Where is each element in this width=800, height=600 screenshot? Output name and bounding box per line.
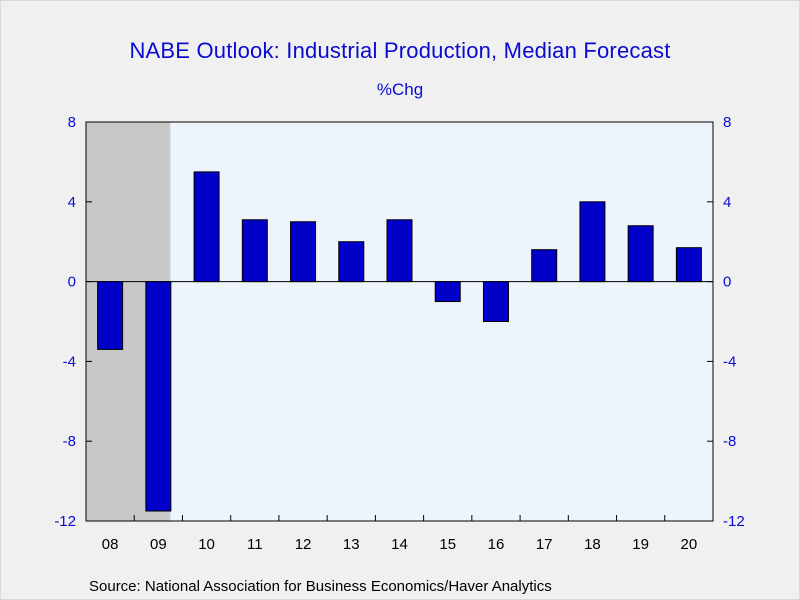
y-tick-label-left: 0 bbox=[68, 274, 76, 291]
x-tick-label-15: 15 bbox=[439, 536, 456, 553]
y-tick-label-left: -8 bbox=[63, 433, 76, 450]
y-tick-label-right: -12 bbox=[723, 513, 745, 530]
bar-10 bbox=[193, 171, 220, 283]
bar-15 bbox=[434, 281, 461, 303]
y-tick-label-right: -8 bbox=[723, 433, 736, 450]
bar-14 bbox=[386, 219, 413, 283]
source-note: Source: National Association for Busines… bbox=[89, 578, 552, 595]
x-tick-label-09: 09 bbox=[150, 536, 167, 553]
x-tick-label-11: 11 bbox=[247, 536, 263, 553]
bar-09 bbox=[145, 281, 172, 512]
bar-16 bbox=[482, 281, 509, 323]
x-tick-label-14: 14 bbox=[391, 536, 408, 553]
bar-18 bbox=[579, 201, 606, 283]
y-tick-label-right: 4 bbox=[723, 194, 731, 211]
x-tick-label-10: 10 bbox=[198, 536, 215, 553]
bar-19 bbox=[627, 225, 654, 283]
bar-12 bbox=[290, 221, 317, 283]
y-tick-label-left: -12 bbox=[54, 513, 76, 530]
x-tick-label-17: 17 bbox=[536, 536, 553, 553]
bar-08 bbox=[97, 281, 124, 350]
chart-subtitle: %Chg bbox=[376, 80, 424, 99]
bar-20 bbox=[675, 247, 702, 283]
x-tick-label-20: 20 bbox=[681, 536, 698, 553]
bar-17 bbox=[531, 249, 558, 283]
bar-13 bbox=[338, 241, 365, 283]
plot-area bbox=[86, 122, 713, 521]
y-tick-label-left: 8 bbox=[68, 114, 76, 131]
y-tick-label-left: 4 bbox=[68, 194, 76, 211]
x-tick-label-08: 08 bbox=[102, 536, 119, 553]
x-tick-label-13: 13 bbox=[343, 536, 360, 553]
y-tick-label-right: 8 bbox=[723, 114, 731, 131]
chart-title: NABE Outlook: Industrial Production, Med… bbox=[129, 38, 671, 63]
y-tick-label-left: -4 bbox=[63, 353, 76, 370]
x-tick-label-12: 12 bbox=[295, 536, 312, 553]
y-tick-label-right: -4 bbox=[723, 353, 736, 370]
plot-border bbox=[85, 121, 714, 522]
y-tick-label-right: 0 bbox=[723, 274, 731, 291]
x-tick-label-18: 18 bbox=[584, 536, 601, 553]
x-tick-label-16: 16 bbox=[488, 536, 505, 553]
x-tick-label-19: 19 bbox=[632, 536, 649, 553]
bar-11 bbox=[241, 219, 268, 283]
